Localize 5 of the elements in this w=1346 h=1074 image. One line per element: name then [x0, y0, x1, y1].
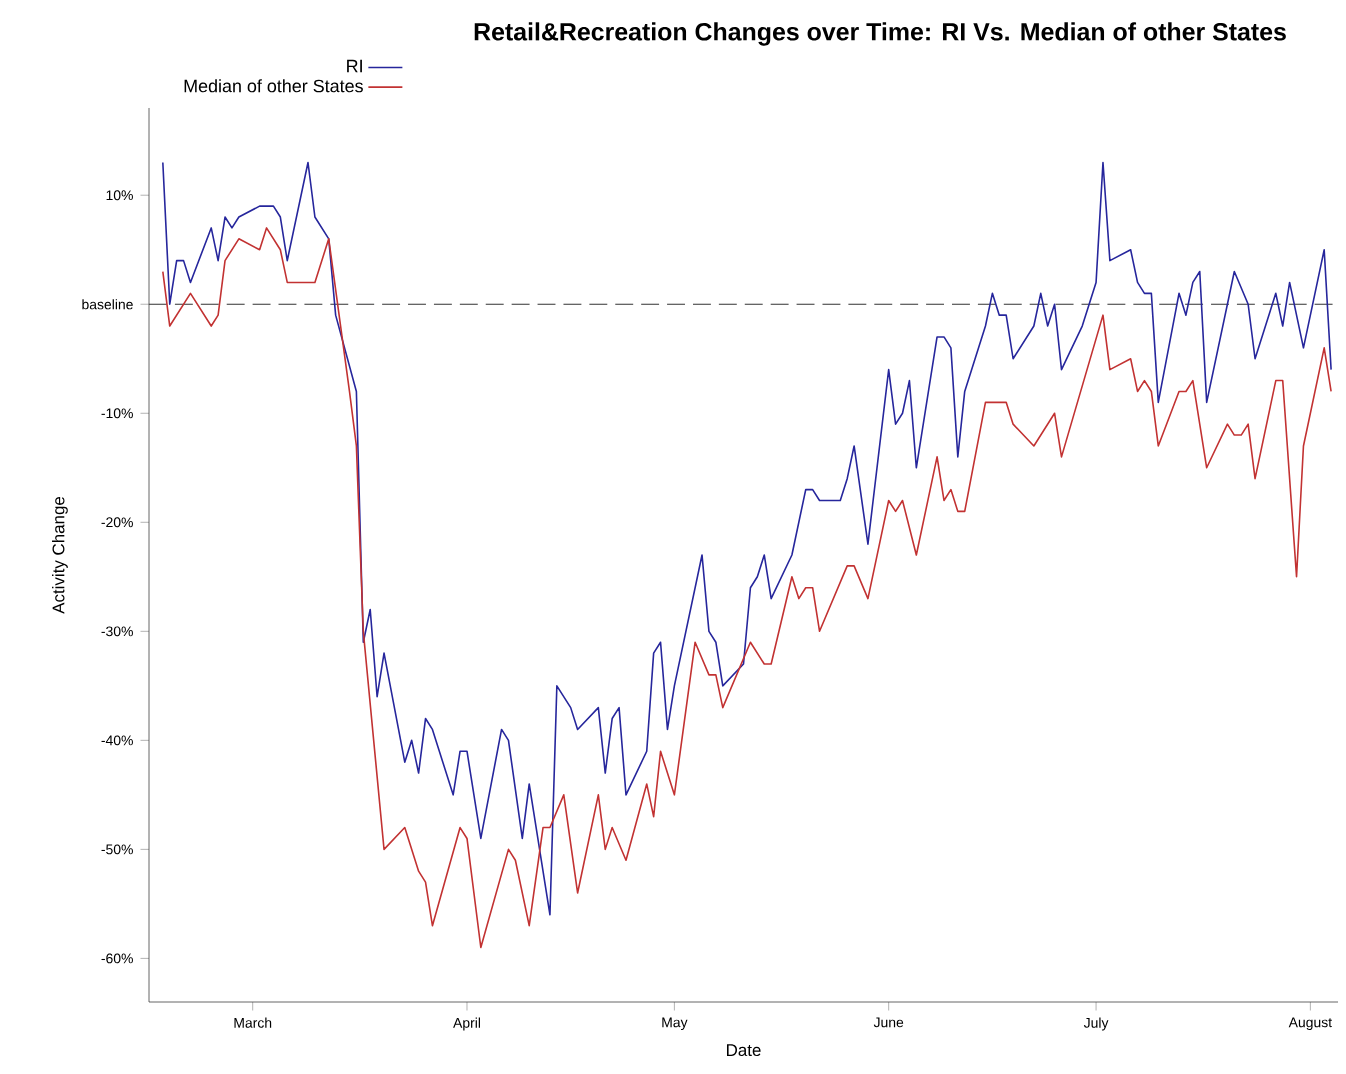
- y-axis-title: Activity Change: [52, 496, 68, 614]
- chart-title: Retail&Recreation Changes over Time: RI Vs. Median of other States: [474, 22, 1286, 46]
- legend-label: Median of other States: [184, 79, 363, 93]
- legend-label: RI: [347, 59, 362, 73]
- x-axis-title: Date: [726, 1044, 761, 1057]
